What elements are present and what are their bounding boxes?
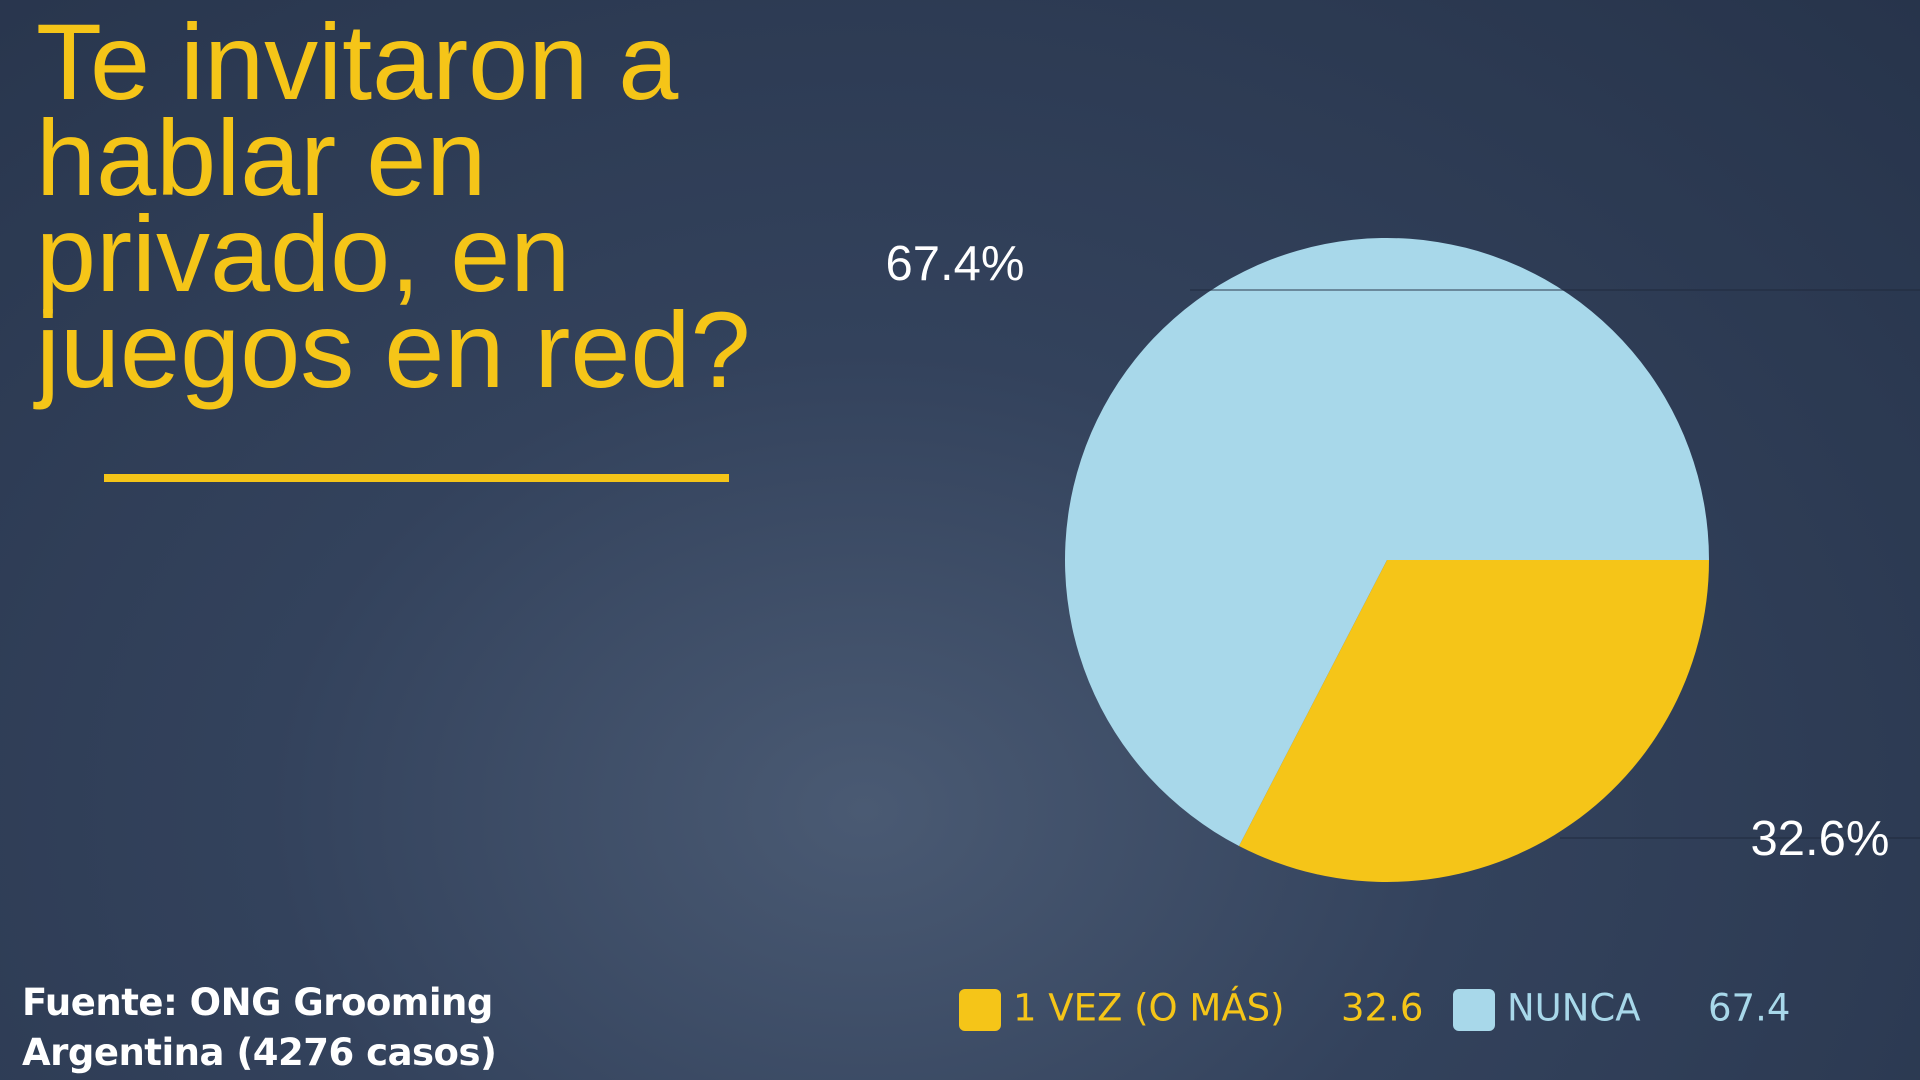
pie-slice — [1239, 560, 1709, 883]
legend-label: 1 VEZ (O MÁS) — [1013, 986, 1285, 1030]
legend-label: NUNCA — [1507, 987, 1641, 1030]
legend-swatch — [1453, 989, 1495, 1031]
data-label: 67.4% — [886, 237, 1025, 291]
title-underline — [104, 474, 729, 482]
source-note: Fuente: ONG Grooming Argentina (4276 cas… — [22, 981, 497, 1074]
legend-value: 67.4 — [1708, 987, 1790, 1030]
chart-title: Te invitaron a hablar en privado, en jue… — [36, 1, 751, 410]
data-label: 32.6% — [1751, 812, 1890, 866]
legend-value: 32.6 — [1341, 987, 1423, 1030]
pie-slice — [1065, 237, 1710, 846]
legend-swatch — [959, 989, 1001, 1031]
